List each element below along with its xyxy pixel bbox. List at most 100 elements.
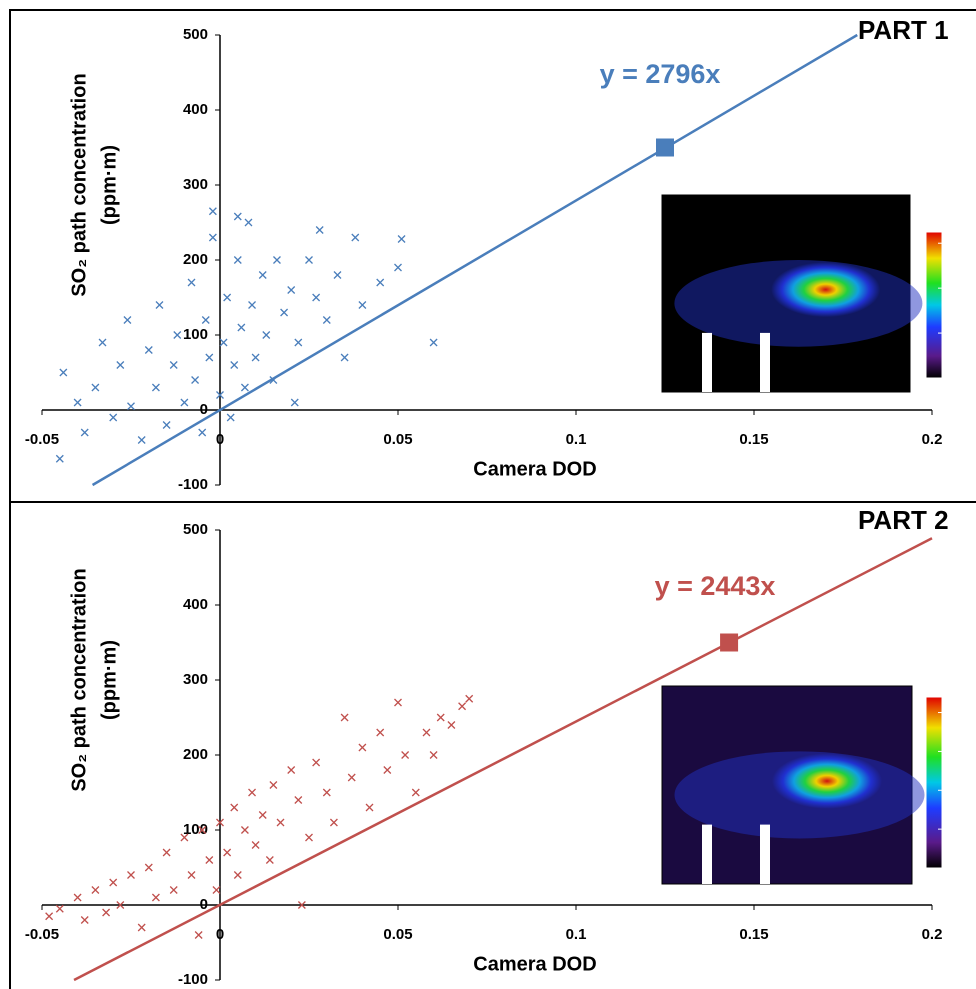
point-marker <box>656 139 674 157</box>
y-tick-label: 100 <box>183 326 208 343</box>
x-tick-label: -0.05 <box>25 926 59 943</box>
data-point <box>316 227 323 234</box>
data-point <box>138 437 145 444</box>
data-point <box>398 236 405 243</box>
data-point <box>188 872 195 879</box>
x-tick-label: -0.05 <box>25 431 59 448</box>
x-axis-label: Camera DOD <box>473 953 596 975</box>
x-tick-label: 0.15 <box>739 431 768 448</box>
data-point <box>231 804 238 811</box>
data-point <box>81 917 88 924</box>
data-point <box>295 339 302 346</box>
data-point <box>313 759 320 766</box>
data-point <box>466 695 473 702</box>
y-tick-label: 200 <box>183 746 208 763</box>
panel-title: PART 2 <box>858 505 949 535</box>
data-point <box>377 729 384 736</box>
data-point <box>145 347 152 354</box>
colorbar-tick-label: 0.4 <box>944 279 966 296</box>
data-point <box>152 384 159 391</box>
data-point <box>412 789 419 796</box>
colorbar <box>926 232 942 378</box>
equation: y = 2443x <box>655 571 776 601</box>
y-tick-label: 500 <box>183 521 208 538</box>
colorbar-tick-label: 0.4 <box>944 781 966 798</box>
data-point <box>195 932 202 939</box>
x-tick-label: 0 <box>216 926 224 943</box>
inset-marker <box>760 333 770 392</box>
data-point <box>384 767 391 774</box>
data-point <box>124 317 131 324</box>
data-point <box>266 857 273 864</box>
data-point <box>259 272 266 279</box>
data-point <box>156 302 163 309</box>
figure: -1000100200300400500-0.0500.050.10.150.2… <box>0 0 976 989</box>
x-tick-label: 0 <box>216 431 224 448</box>
data-point <box>377 279 384 286</box>
data-point <box>81 429 88 436</box>
y-axis-label: (ppm·m) <box>98 640 120 720</box>
data-point <box>56 455 63 462</box>
data-point <box>138 924 145 931</box>
data-point <box>209 234 216 241</box>
point-marker <box>720 634 738 652</box>
data-point <box>209 208 216 215</box>
data-point <box>437 714 444 721</box>
data-point <box>92 384 99 391</box>
y-tick-label: 300 <box>183 671 208 688</box>
data-point <box>224 849 231 856</box>
data-point <box>430 339 437 346</box>
equation: y = 2796x <box>600 59 721 89</box>
data-point <box>288 287 295 294</box>
data-point <box>241 827 248 834</box>
data-point <box>56 905 63 912</box>
data-point <box>291 399 298 406</box>
data-point <box>163 849 170 856</box>
y-tick-label: 300 <box>183 176 208 193</box>
x-tick-label: 0.05 <box>383 431 412 448</box>
data-point <box>263 332 270 339</box>
y-tick-label: 400 <box>183 101 208 118</box>
data-point <box>352 234 359 241</box>
data-point <box>234 872 241 879</box>
y-axis-label: SO₂ path concentration <box>68 73 90 296</box>
data-point <box>252 842 259 849</box>
data-point <box>273 257 280 264</box>
data-point <box>359 744 366 751</box>
data-point <box>174 332 181 339</box>
data-point <box>330 819 337 826</box>
data-point <box>46 913 53 920</box>
data-point <box>341 714 348 721</box>
data-point <box>359 302 366 309</box>
y-axis-label: SO₂ path concentration <box>68 568 90 791</box>
data-point <box>99 339 106 346</box>
data-point <box>306 257 313 264</box>
data-point <box>74 399 81 406</box>
data-point <box>395 699 402 706</box>
data-point <box>145 864 152 871</box>
data-point <box>245 219 252 226</box>
data-point <box>459 703 466 710</box>
inset-marker <box>702 825 712 884</box>
data-point <box>170 887 177 894</box>
data-point <box>170 362 177 369</box>
y-tick-label: -100 <box>178 476 208 493</box>
y-tick-label: 0 <box>200 401 208 418</box>
data-point <box>60 369 67 376</box>
data-point <box>128 403 135 410</box>
data-point <box>110 879 117 886</box>
data-point <box>202 317 209 324</box>
colorbar-tick-label: 0.0 <box>944 369 965 386</box>
data-point <box>206 857 213 864</box>
colorbar-tick-label: 0.2 <box>944 820 965 837</box>
colorbar-tick-label: 0.2 <box>944 324 965 341</box>
data-point <box>295 797 302 804</box>
data-point <box>249 302 256 309</box>
data-point <box>163 422 170 429</box>
data-point <box>117 362 124 369</box>
data-point <box>188 279 195 286</box>
inset-marker <box>702 333 712 392</box>
data-point <box>323 789 330 796</box>
data-point <box>220 339 227 346</box>
data-point <box>74 894 81 901</box>
